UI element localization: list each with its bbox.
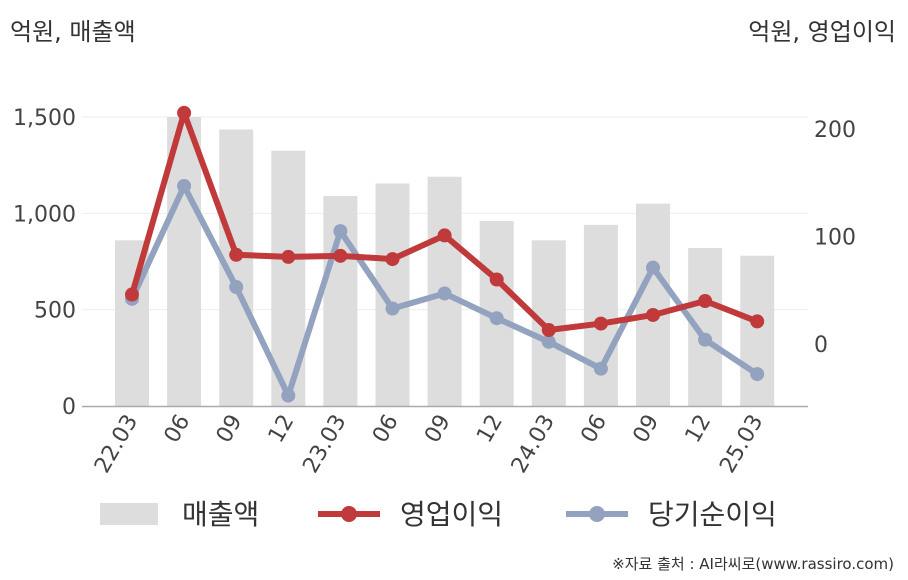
series-point [281, 388, 296, 403]
bar-series [115, 117, 775, 407]
x-tick-label: 12 [472, 411, 508, 448]
legend: 매출액 영업이익 당기순이익 [100, 498, 777, 531]
series-point [229, 247, 244, 262]
x-tick-label: 09 [629, 411, 665, 448]
x-tick-label: 24.03 [507, 411, 560, 478]
series-point [750, 367, 765, 382]
series-point [333, 248, 348, 263]
y-left-tick-label: 500 [34, 299, 76, 324]
x-tick-label: 09 [420, 411, 456, 448]
revenue-bar [636, 203, 670, 406]
revenue-bar [167, 117, 202, 406]
legend-marker [589, 506, 605, 522]
legend-label: 매출액 [182, 498, 259, 531]
series-point [593, 361, 608, 376]
right-axis-ticks: 0 100 200 [814, 118, 856, 358]
series-point [177, 178, 192, 193]
left-axis-unit: 억원, 매출액 [10, 18, 136, 46]
series-point [177, 105, 192, 120]
legend-marker [341, 506, 357, 522]
series-point [385, 301, 400, 316]
source-credit: ※자료 출처 : AI라씨로(www.rassiro.com) [612, 555, 894, 573]
x-tick-label: 22.03 [90, 411, 143, 478]
series-point [489, 311, 504, 326]
legend-label: 영업이익 [400, 498, 503, 531]
x-tick-label: 06 [576, 411, 612, 448]
line-series [125, 105, 765, 403]
x-tick-label: 09 [212, 411, 248, 448]
series-point [698, 332, 713, 347]
y-right-tick-label: 200 [814, 118, 856, 143]
x-tick-label: 06 [160, 411, 196, 448]
revenue-bar [583, 224, 618, 406]
x-tick-label: 23.03 [298, 411, 351, 478]
series-point [437, 228, 452, 243]
x-tick-label: 12 [681, 411, 717, 448]
series-point [333, 224, 348, 239]
left-axis-ticks: 0 500 1,000 1,500 [13, 106, 76, 420]
y-right-tick-label: 100 [814, 226, 856, 251]
y-right-tick-label: 0 [814, 333, 828, 358]
series-point [541, 334, 556, 349]
x-tick-label: 12 [264, 411, 300, 448]
y-left-tick-label: 0 [62, 395, 76, 420]
legend-swatch [100, 503, 158, 525]
series-point [646, 260, 660, 275]
series-point [750, 314, 765, 329]
revenue-bar [740, 255, 775, 406]
series-point [698, 294, 713, 308]
revenue-bar [115, 240, 149, 406]
series-point [646, 307, 660, 322]
series-point [125, 287, 139, 302]
series-point [541, 323, 556, 338]
series-point [229, 280, 244, 295]
series-point [593, 316, 608, 331]
x-tick-label: 06 [368, 411, 404, 448]
series-point [437, 286, 452, 301]
series-point [489, 272, 504, 287]
legend-label: 당기순이익 [648, 498, 777, 531]
y-left-tick-label: 1,500 [13, 106, 76, 131]
x-tick-label: 25.03 [715, 411, 768, 478]
series-point [281, 249, 296, 264]
right-axis-unit: 억원, 영업이익 [748, 18, 896, 46]
y-left-tick-label: 1,000 [13, 202, 76, 227]
series-point [385, 252, 400, 267]
